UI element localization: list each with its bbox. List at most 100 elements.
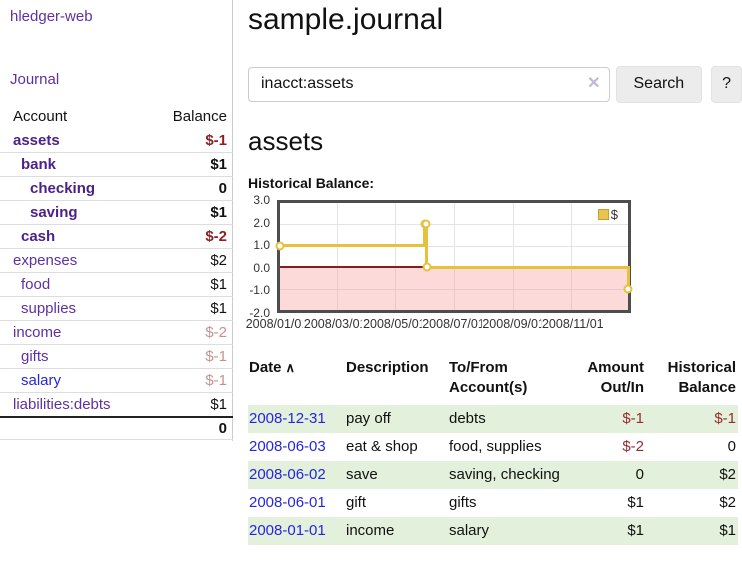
transaction-amount-cell: $1 [573,517,646,545]
account-link-cash[interactable]: cash [21,228,56,245]
x-tick-label: 2008/05/01 [362,317,427,331]
transaction-amount-cell: $-2 [622,438,644,455]
register-header-bal[interactable]: Historical Balance [646,357,738,405]
chart-line-segment [626,265,630,291]
y-tick-label: -1.0 [249,283,270,298]
chart-gridline-vertical [337,203,339,310]
account-balance: $1 [210,204,227,221]
chart-line-segment [425,222,429,269]
account-link-saving[interactable]: saving [30,204,78,221]
transaction-balance-cell: $-1 [646,405,738,433]
help-button[interactable]: ? [711,65,742,103]
clear-search-icon[interactable]: ✕ [587,74,601,92]
transaction-date-link[interactable]: 2008-06-01 [249,494,326,511]
transaction-amount-cell: $-1 [573,405,646,433]
register-header-date[interactable]: Date ∧ [248,357,345,405]
accounts-total-row: 0 [0,416,233,440]
account-link-assets[interactable]: assets [13,131,60,149]
account-balance: $1 [210,300,227,317]
transaction-row: 2008-06-01 gift gifts $1 $2 [248,489,738,517]
transaction-balance-cell: $1 [646,517,738,545]
x-tick-label: 2008/07/01 [421,317,486,331]
search-bar: ✕ Search ? [248,65,742,103]
account-row-gifts: gifts $-1 [0,344,233,368]
transaction-amount-cell: 0 [573,461,646,489]
transaction-accounts-cell: saving, checking [448,461,573,489]
account-link-checking[interactable]: checking [30,180,96,197]
sidebar-item-journal[interactable]: Journal [10,71,60,88]
transaction-date-cell: 2008-01-01 [248,517,345,545]
legend-label: $ [610,207,618,222]
account-link-gifts[interactable]: gifts [21,348,49,365]
legend-swatch-icon [597,209,609,220]
y-tick-label: 1.0 [253,238,270,253]
header-label: To/From Account(s) [449,359,528,396]
search-input[interactable] [248,66,610,102]
account-link-food[interactable]: food [21,276,51,293]
transaction-balance-cell: $2 [719,494,736,511]
chart-gridline-vertical [570,203,572,310]
search-button[interactable]: Search [615,65,703,103]
transaction-row: 2008-06-03 eat & shop food, supplies $-2 0 [248,433,738,461]
transaction-date-link[interactable]: 2008-06-03 [249,438,326,455]
transaction-row: 2008-01-01 income salary $1 $1 [248,517,738,545]
app-title-link[interactable]: hledger-web [10,8,93,25]
transaction-accounts-cell: gifts [449,494,477,511]
balance-chart: 3.0 2.0 1.0 0.0 -1.0 -2.0 $ 2008/01/01 2008/03… [244,193,633,331]
account-row-supplies: supplies $1 [0,296,233,320]
register-header-row: Date ∧ Description To/From Account(s) Amount… [248,357,738,405]
x-tick-label: 2008/03/01 [302,317,368,331]
header-label: Historical Balance [667,359,736,396]
account-link-liabilities:debts[interactable]: liabilities:debts [13,396,111,413]
transaction-amount-cell: $1 [627,494,644,511]
account-link-income[interactable]: income [13,324,62,341]
account-link-bank[interactable]: bank [21,156,57,173]
account-link-expenses[interactable]: expenses [13,252,78,269]
y-tick-label: 0.0 [253,260,270,275]
y-tick-label: -2.0 [249,306,270,320]
accounts-table: Account Balance assets $-1 bank $1 checking 0… [0,104,233,440]
accounts-table-body: assets $-1 bank $1 checking 0 saving $1 cash $-2 e… [0,128,233,416]
register-header-desc[interactable]: Description [345,357,448,405]
chart-point-marker [623,284,633,294]
chart-gridline-horizontal [280,224,628,226]
transaction-balance-cell: $2 [646,461,738,489]
transaction-description-cell: income [345,517,448,545]
chart-legend: $ [597,207,618,222]
x-tick-label: 2008/01/01 [244,317,310,331]
account-heading: assets [248,126,324,156]
account-row-saving: saving $1 [0,200,233,224]
account-balance: $-1 [205,131,227,149]
y-tick-label: 3.0 [253,193,270,207]
sidebar: hledger-web Journal Account Balance asse… [0,0,233,441]
header-label: Amount Out/In [587,359,644,396]
account-link-supplies[interactable]: supplies [21,300,77,317]
transaction-accounts-cell: salary [448,517,573,545]
account-row-cash: cash $-2 [0,224,233,248]
account-balance: $-1 [205,348,227,365]
transaction-date-link[interactable]: 2008-12-31 [249,410,326,427]
chart-line-segment [280,244,425,248]
transaction-date-link[interactable]: 2008-06-02 [249,466,326,483]
account-balance: $2 [210,252,227,269]
account-balance: 0 [218,180,227,197]
account-row-bank: bank $1 [0,152,233,176]
account-link-salary[interactable]: salary [21,372,62,389]
account-row-liabilities:debts: liabilities:debts $1 [0,392,233,416]
transaction-date-link[interactable]: 2008-01-01 [249,522,326,539]
account-balance: $-2 [205,324,227,341]
account-row-income: income $-2 [0,320,233,344]
page-title: sample.journal [248,3,444,36]
register-header-amt[interactable]: Amount Out/In [573,357,646,405]
header-label: Date [249,359,282,376]
account-balance: $1 [210,276,227,293]
account-row-expenses: expenses $2 [0,248,233,272]
register-header-accts[interactable]: To/From Account(s) [448,357,573,405]
main-content: sample.journal ✕ Search ? assets Histori… [244,0,742,545]
chart-line-segment [426,265,628,269]
transaction-description-cell: eat & shop [346,438,418,455]
accounts-header-account: Account [13,107,68,125]
account-balance: $1 [210,156,227,173]
account-row-assets: assets $-1 [0,128,233,152]
account-row-food: food $1 [0,272,233,296]
